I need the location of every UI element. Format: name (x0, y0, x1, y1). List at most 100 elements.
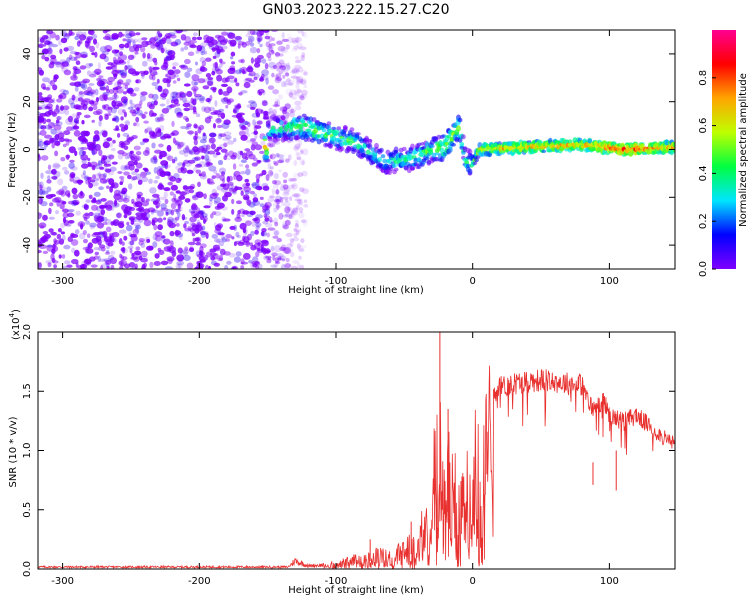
spectrogram-cell (126, 58, 130, 66)
spectrogram-cell (238, 92, 243, 96)
spectrogram-cell (200, 231, 207, 236)
spectrogram-cell (216, 117, 222, 123)
y-tick-label: 2.0 (22, 324, 33, 340)
spectrogram-cell (77, 97, 84, 102)
spectrogram-cell (213, 211, 222, 217)
spectrogram-cell (231, 236, 235, 240)
spectrogram-cell (214, 50, 221, 58)
spectrogram-cell (68, 220, 75, 224)
spectrogram-cell (285, 111, 290, 119)
spectrogram-cell (180, 64, 188, 69)
spectrogram-cell (172, 159, 176, 164)
spectrogram-ridge-cell (278, 120, 284, 126)
spectrogram-cell (38, 92, 43, 97)
spectrogram-cell (67, 139, 73, 143)
spectrogram-cell (207, 80, 214, 87)
spectrogram-cell (124, 43, 130, 49)
spectrogram-cell (68, 97, 75, 105)
spectrogram-cell (128, 45, 136, 53)
svg-text:(x104): (x104) (8, 309, 22, 340)
spectrogram-cell (161, 37, 167, 42)
spectrogram-cell (275, 204, 282, 209)
spectrogram-cell (289, 196, 293, 202)
spectrogram-cell (79, 232, 86, 240)
spectrogram-cell (130, 155, 136, 162)
spectrogram-cell (303, 84, 308, 89)
spectrogram-cell (200, 243, 207, 249)
spectrogram-cell (91, 204, 99, 211)
spectrogram-cell (219, 174, 225, 181)
spectrogram-cell (211, 70, 216, 76)
spectrogram-cell (284, 69, 289, 75)
spectrogram-cell (144, 129, 148, 134)
spectrogram-cell (211, 175, 216, 180)
spectrogram-cell (51, 248, 56, 254)
spectrogram-cell (155, 205, 159, 209)
spectrogram-cell (282, 171, 289, 178)
spectrogram-cell (89, 179, 96, 183)
spectrogram-cell (81, 120, 85, 125)
spectrogram-cell (203, 231, 209, 235)
spectrogram-cell (268, 61, 276, 69)
spectrogram-cell (83, 203, 88, 209)
spectrogram-cell (248, 38, 253, 45)
spectrogram-cell (167, 216, 174, 223)
spectrogram-cell (194, 213, 200, 219)
spectrogram-cell (219, 248, 226, 256)
spectrogram-cell (102, 130, 108, 138)
spectrogram-cell (270, 264, 277, 268)
spectrogram-cell (249, 30, 256, 36)
spectrogram-cell (129, 150, 134, 154)
spectrogram-cell (278, 59, 285, 65)
spectrogram-cell (255, 214, 263, 219)
spectrogram-cell (217, 35, 226, 43)
spectrogram-cell (184, 246, 189, 252)
spectrogram-cell (112, 237, 117, 243)
spectrogram-cell (38, 132, 41, 136)
spectrogram-cell (177, 247, 183, 254)
spectrogram-cell (300, 93, 308, 99)
spectrogram-cell (209, 132, 217, 138)
spectrogram-cell (277, 45, 286, 52)
spectrogram-ridge-cell (321, 128, 327, 133)
spectrogram-cell (252, 200, 261, 206)
spectrogram-ridge-cell (303, 123, 309, 127)
spectrogram-cell (131, 201, 140, 205)
spectrogram-cell (120, 178, 125, 184)
spectrogram-cell (146, 245, 154, 251)
spectrogram-cell (273, 160, 277, 165)
spectrogram-cell (41, 190, 49, 195)
spectrogram-cell (152, 155, 158, 161)
spectrogram-cell (250, 144, 256, 151)
spectrogram-cell (168, 104, 176, 108)
spectrogram-cell (176, 112, 184, 119)
spectrogram-y-label: Frequency (Hz) (7, 112, 18, 188)
spectrogram-cell (118, 69, 124, 76)
spectrogram-cell (207, 181, 215, 185)
spectrogram-cell (261, 228, 267, 233)
spectrogram-cell (156, 210, 164, 217)
spectrogram-cell (86, 245, 91, 249)
spectrogram-cell (163, 47, 167, 51)
spectrogram-cell (74, 150, 78, 157)
spectrogram-cell (93, 173, 102, 181)
spectrogram-cell (295, 80, 303, 85)
spectrogram-cell (134, 51, 139, 55)
spectrogram-cell (280, 244, 287, 251)
spectrogram-cell (186, 123, 192, 127)
spectrogram-cell (92, 143, 98, 149)
spectrogram-cell (118, 260, 123, 266)
spectrogram-cell (195, 169, 201, 174)
spectrogram-cell (274, 221, 279, 227)
spectrogram-cell (195, 207, 201, 214)
spectrogram-cell (113, 116, 120, 122)
spectrogram-cell (194, 95, 199, 101)
spectrogram-cell (200, 42, 208, 48)
spectrogram-cell (259, 173, 264, 177)
spectrogram-cell (82, 150, 87, 155)
spectrogram-cell (135, 224, 141, 230)
spectrogram-cell (72, 193, 79, 200)
spectrogram-cell (104, 259, 109, 266)
spectrogram-cell (100, 265, 104, 269)
